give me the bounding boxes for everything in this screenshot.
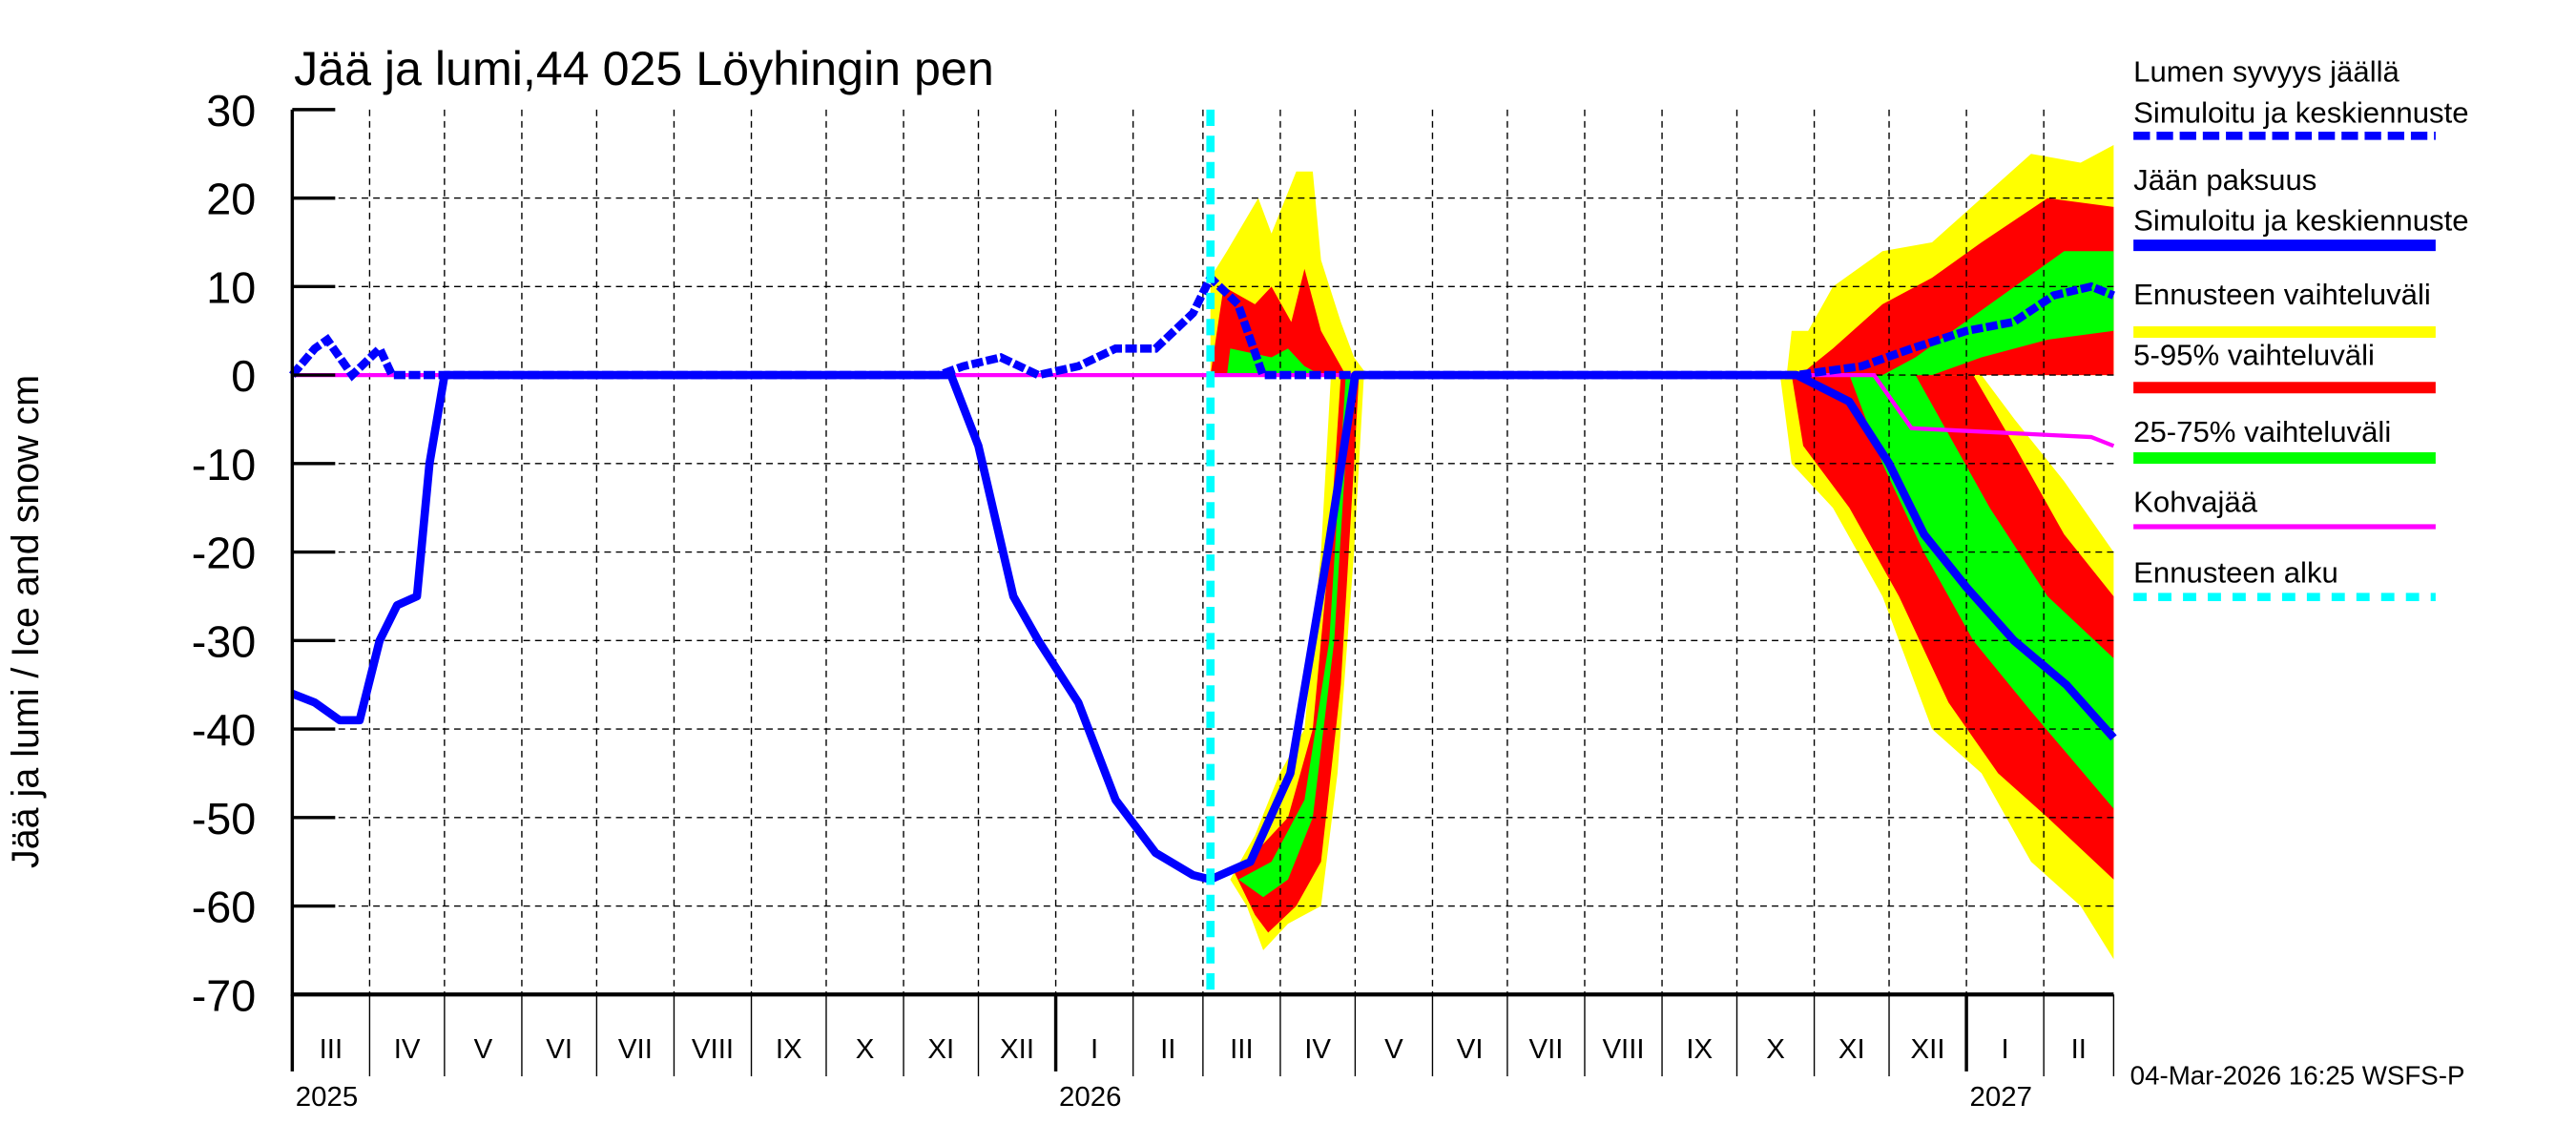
legend: Lumen syvyys jäällä Simuloitu ja keskienn… <box>2133 55 2469 601</box>
forecast-bands <box>1210 144 2114 960</box>
month-label: VI <box>546 1033 572 1065</box>
legend-label: Ennusteen alku <box>2133 555 2338 589</box>
band-green-snow-2026 <box>1227 348 1321 376</box>
axes <box>290 108 2115 1076</box>
y-tick-label: 10 <box>206 263 256 313</box>
month-label: V <box>474 1033 493 1065</box>
legend-label: Simuloitu ja keskiennuste <box>2133 96 2468 130</box>
month-label: X <box>856 1033 875 1065</box>
month-label: IX <box>1686 1033 1713 1065</box>
y-tick-label: 30 <box>206 86 256 135</box>
legend-label: Lumen syvyys jäällä <box>2133 55 2399 89</box>
y-tick-label: -20 <box>192 529 257 578</box>
month-label: VII <box>1528 1033 1563 1065</box>
band-green-ice-2027 <box>1849 375 2114 809</box>
band-green-snow-2027 <box>1882 251 2114 376</box>
y-tick-label: 20 <box>206 175 256 224</box>
month-label: IV <box>394 1033 421 1065</box>
legend-label: Simuloitu ja keskiennuste <box>2133 204 2468 238</box>
band-red-snow-2026 <box>1210 268 1346 376</box>
month-label: II <box>2071 1033 2087 1065</box>
month-label: IX <box>776 1033 802 1065</box>
y-tick-label: 0 <box>231 351 256 401</box>
grid-lines <box>292 109 2114 995</box>
chart-title: Jää ja lumi,44 025 Löyhingin pen <box>294 42 994 95</box>
month-label: VIII <box>692 1033 734 1065</box>
legend-label: Jään paksuus <box>2133 163 2316 197</box>
year-label: 2027 <box>1970 1081 2032 1113</box>
month-label: I <box>1091 1033 1098 1065</box>
y-tick-label: -70 <box>192 971 257 1021</box>
month-label: X <box>1766 1033 1785 1065</box>
legend-label: Ennusteen vaihteluväli <box>2133 278 2431 311</box>
y-tick-label: -30 <box>192 617 257 667</box>
month-label: IV <box>1304 1033 1331 1065</box>
timestamp: 04-Mar-2026 16:25 WSFS-P <box>2130 1061 2465 1091</box>
month-label: VI <box>1457 1033 1484 1065</box>
month-label: XII <box>1000 1033 1034 1065</box>
month-label: II <box>1160 1033 1175 1065</box>
y-tick-label: -10 <box>192 440 257 489</box>
year-label: 2025 <box>296 1081 358 1113</box>
year-label: 2026 <box>1059 1081 1121 1113</box>
x-tick-labels: III IV V VI VII VIII IX X XI XII I II III IV V VI VII VII… <box>296 1033 2087 1113</box>
legend-label: Kohvajää <box>2133 486 2258 519</box>
y-axis-label: Jää ja lumi / Ice and snow cm <box>5 375 47 868</box>
month-label: III <box>1230 1033 1254 1065</box>
month-label: VII <box>618 1033 653 1065</box>
month-label: V <box>1384 1033 1403 1065</box>
band-red-ice-2026 <box>1233 375 1360 933</box>
month-label: I <box>2002 1033 2009 1065</box>
y-tick-label: -60 <box>192 883 257 932</box>
month-label: XI <box>1839 1033 1865 1065</box>
data-lines <box>289 109 2117 995</box>
ice-thickness-line <box>290 370 2117 885</box>
legend-label: 5-95% vaihteluväli <box>2133 338 2375 371</box>
month-label: VIII <box>1602 1033 1644 1065</box>
y-tick-label: -50 <box>192 794 257 843</box>
snow-depth-line <box>289 270 2115 382</box>
month-label: XI <box>927 1033 954 1065</box>
band-red-ice-2027 <box>1791 375 2114 880</box>
legend-label: 25-75% vaihteluväli <box>2133 415 2391 448</box>
month-label: XII <box>1911 1033 1945 1065</box>
y-tick-label: -40 <box>192 705 257 755</box>
y-tick-labels: 30 20 10 0 -10 -20 -30 -40 -50 -60 -70 <box>192 86 257 1020</box>
month-label: III <box>320 1033 343 1065</box>
